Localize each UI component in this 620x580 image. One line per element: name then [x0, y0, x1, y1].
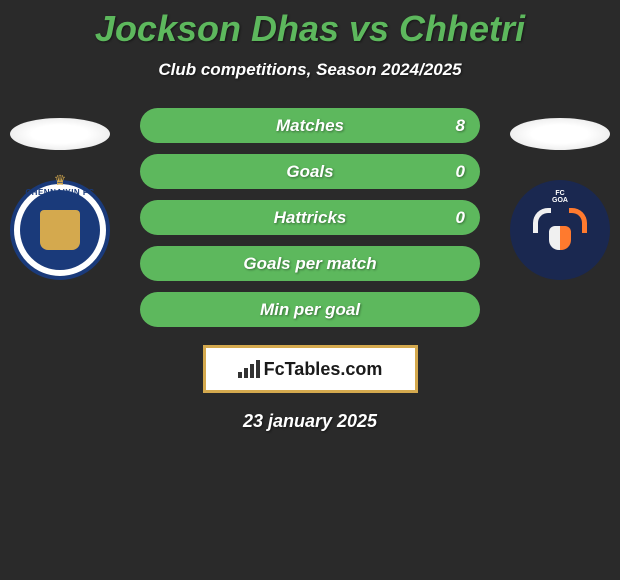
player-right-photo-placeholder: [510, 118, 610, 150]
fctables-label: FcTables.com: [264, 359, 383, 380]
comparison-subtitle: Club competitions, Season 2024/2025: [0, 60, 620, 80]
mask-icon: [40, 210, 80, 250]
stat-row-goals-per-match: Goals per match: [140, 246, 480, 281]
player-left-container: CHENNAIYIN FC ♛: [10, 118, 110, 280]
stat-label: Min per goal: [260, 300, 360, 320]
stat-label: Goals: [286, 162, 333, 182]
player-right-container: FCGOA: [510, 118, 610, 280]
club-badge-left-inner: ♛: [20, 190, 100, 270]
stat-value-right: 0: [456, 208, 465, 228]
player-left-photo-placeholder: [10, 118, 110, 150]
stat-label: Hattricks: [274, 208, 347, 228]
stat-value-right: 0: [456, 162, 465, 182]
stat-row-matches: Matches 8: [140, 108, 480, 143]
club-badge-right: FCGOA: [510, 180, 610, 280]
fctables-attribution: FcTables.com: [203, 345, 418, 393]
club-badge-left: CHENNAIYIN FC ♛: [10, 180, 110, 280]
stat-value-right: 8: [456, 116, 465, 136]
comparison-title: Jockson Dhas vs Chhetri: [0, 0, 620, 50]
stat-row-min-per-goal: Min per goal: [140, 292, 480, 327]
stat-row-hattricks: Hattricks 0: [140, 200, 480, 235]
bull-icon: [535, 208, 585, 253]
stat-label: Matches: [276, 116, 344, 136]
stat-label: Goals per match: [243, 254, 376, 274]
crown-icon: ♛: [54, 172, 67, 189]
club-badge-right-inner: [530, 200, 590, 260]
date-text: 23 january 2025: [0, 411, 620, 432]
stat-row-goals: Goals 0: [140, 154, 480, 189]
bar-chart-icon: [238, 360, 260, 378]
